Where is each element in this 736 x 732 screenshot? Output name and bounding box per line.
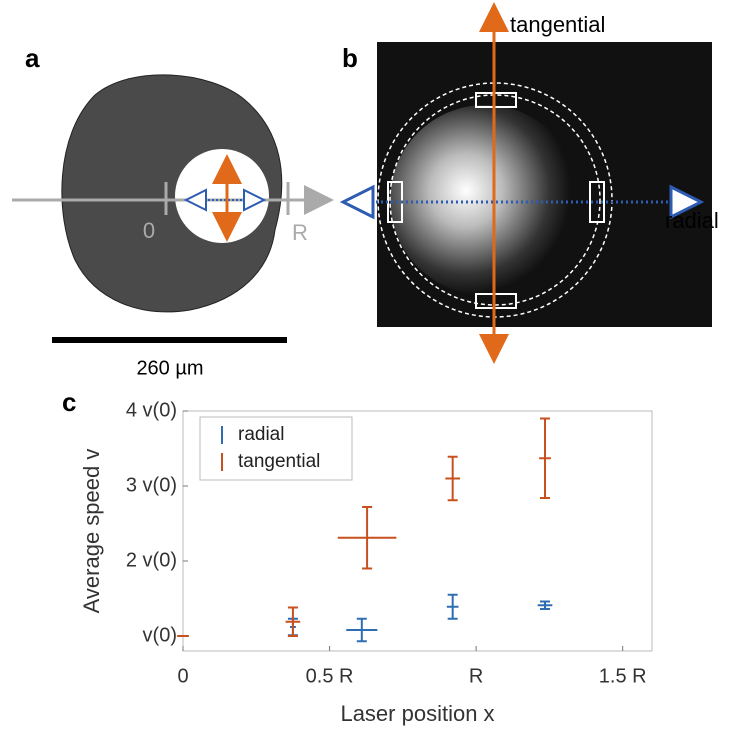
x-tick-label: 0 <box>177 665 188 687</box>
zero-label: 0 <box>143 218 155 243</box>
speckle-glow <box>390 105 580 295</box>
tangential-label: tangential <box>510 12 605 37</box>
y-axis-label: Average speed v <box>79 449 104 614</box>
y-tick-label: v(0) <box>143 624 177 646</box>
edge-label: R <box>292 220 308 245</box>
panel-b: b tangential radial <box>342 1 719 364</box>
laser-spot <box>175 149 269 243</box>
x-axis-label: Laser position x <box>340 701 494 726</box>
panel-label: b <box>342 43 358 73</box>
plot-area <box>182 410 653 652</box>
legend-label: radial <box>238 424 284 445</box>
x-tick-label: 1.5 R <box>599 665 647 687</box>
cell-image <box>61 74 283 313</box>
x-tick-label: 0.5 R <box>306 665 354 687</box>
legend-box <box>199 416 353 481</box>
panel-label: c <box>62 387 76 417</box>
panel-a: a 0 R 260 µm <box>12 43 334 379</box>
y-tick-label: 4 v(0) <box>126 399 177 421</box>
scale-label: 260 µm <box>136 357 203 379</box>
y-tick-label: 3 v(0) <box>126 474 177 496</box>
radial-label: radial <box>665 208 719 233</box>
legend-label: tangential <box>238 451 320 472</box>
x-tick-label: R <box>469 665 483 687</box>
panel-c: c 0 0.5 R R 1.5 R v(0) 2 v(0) 3 v(0) 4 v(0) Laser… <box>62 387 653 726</box>
y-tick-label: 2 v(0) <box>126 549 177 571</box>
panel-label: a <box>25 43 40 73</box>
